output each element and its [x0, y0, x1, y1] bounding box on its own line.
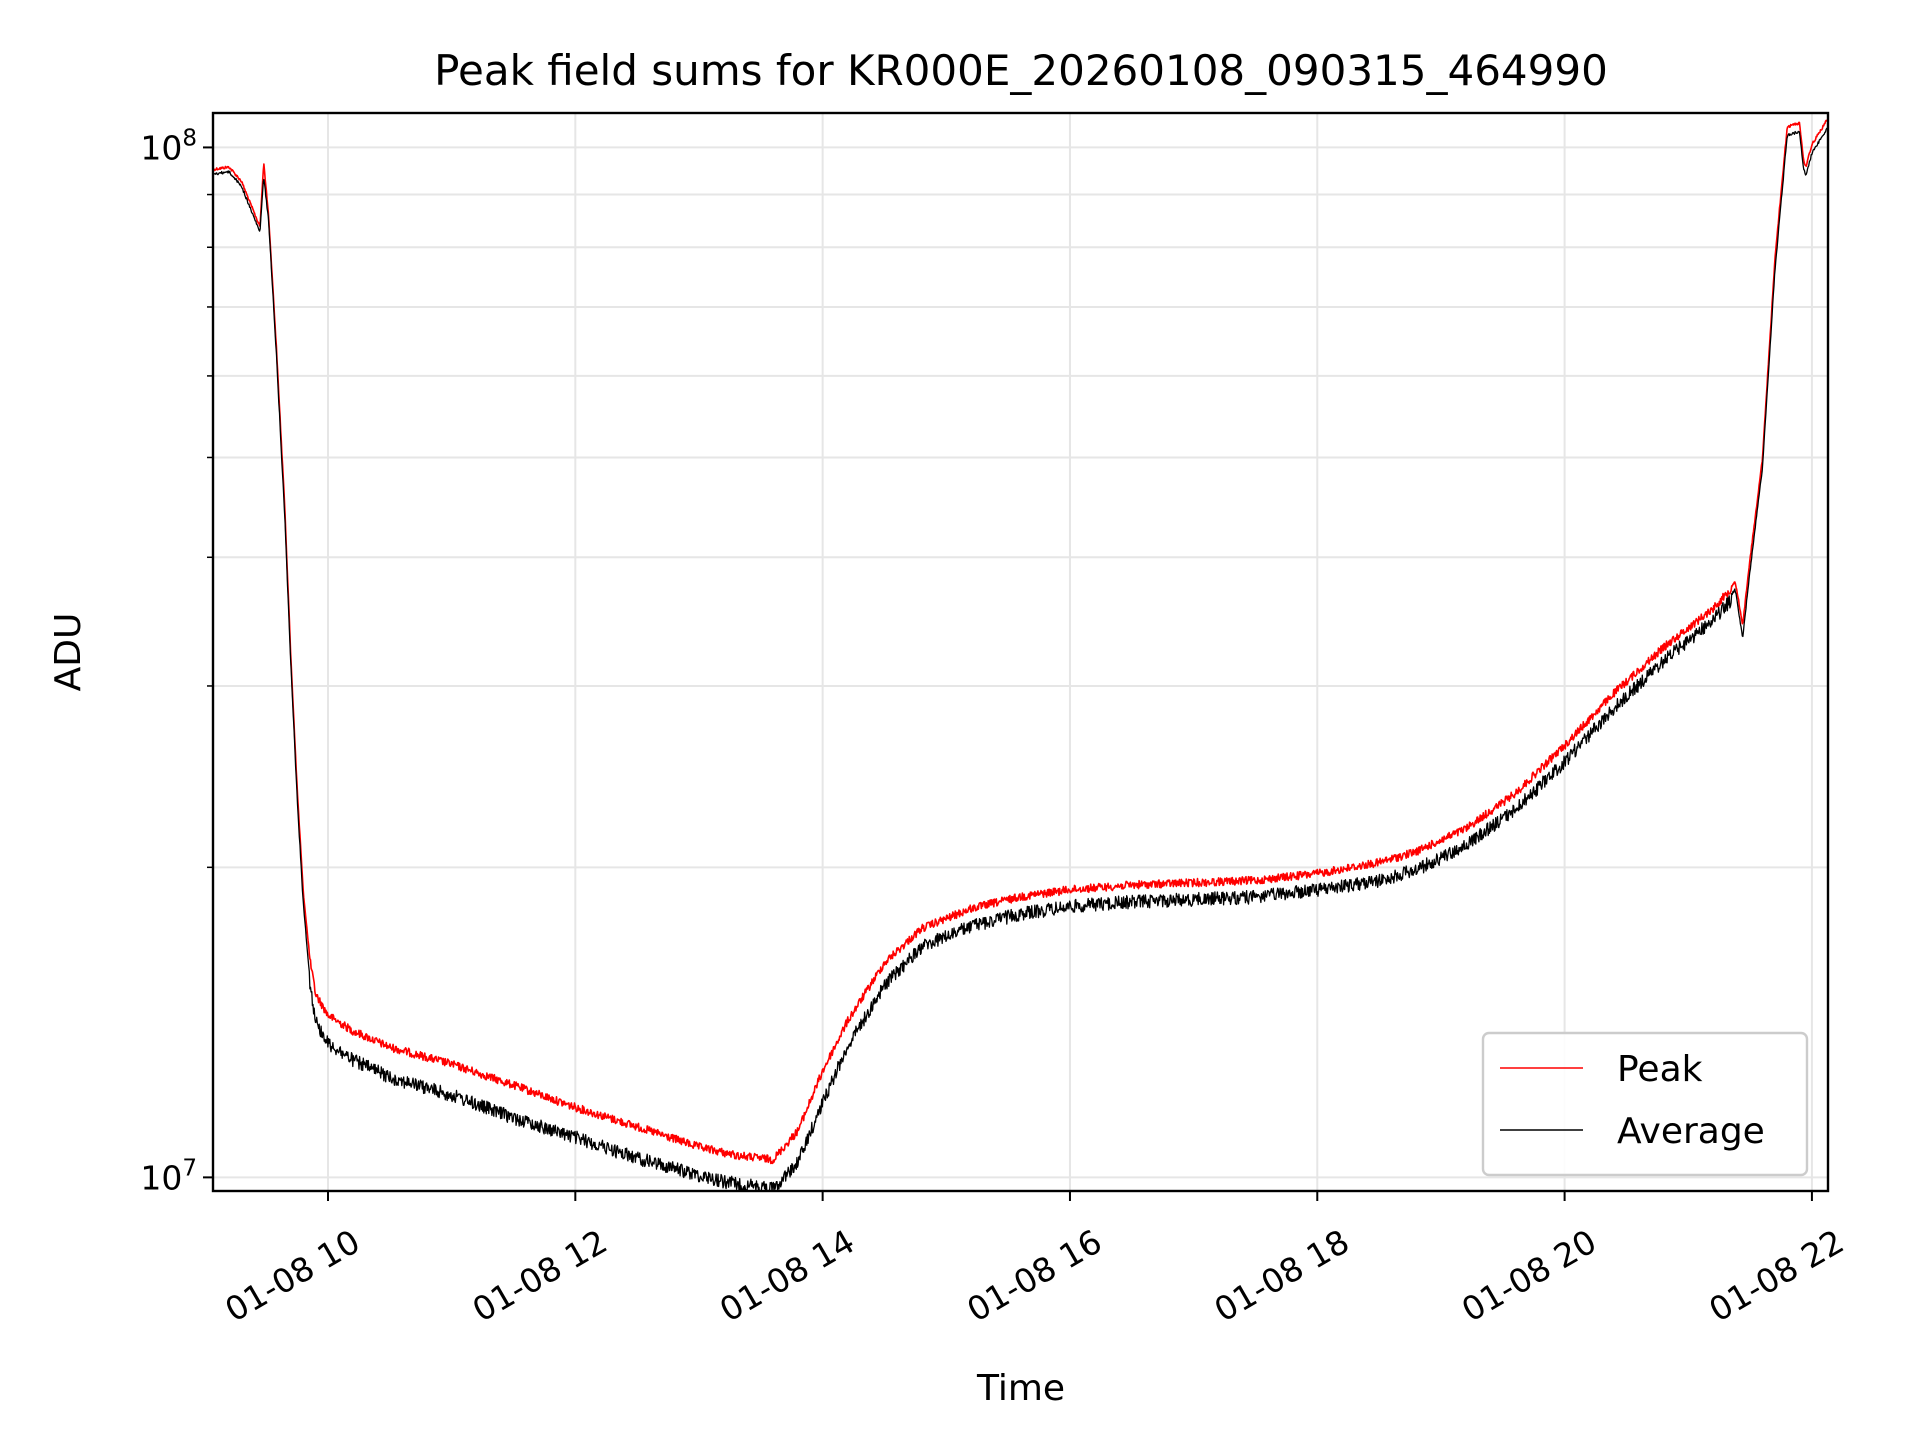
y-tick-label: 108 [140, 125, 197, 167]
x-axis-label: Time [976, 1368, 1065, 1409]
y-tick-label: 107 [140, 1155, 197, 1197]
legend-label-peak: Peak [1617, 1049, 1703, 1090]
series-layer [213, 117, 1828, 1191]
y-gridlines [213, 146, 1828, 1179]
series-line-average [213, 127, 1828, 1191]
chart-title: Peak field sums for KR000E_20260108_0903… [434, 46, 1608, 95]
y-axis-label: ADU [48, 613, 89, 692]
x-gridlines [327, 113, 1813, 1191]
plot-frame [211, 111, 1830, 1193]
legend: Peak Average [1481, 1031, 1809, 1177]
legend-label-average: Average [1617, 1111, 1765, 1152]
y-axis-ticks: 107 108 [140, 125, 213, 1197]
series-line-peak [213, 117, 1828, 1165]
